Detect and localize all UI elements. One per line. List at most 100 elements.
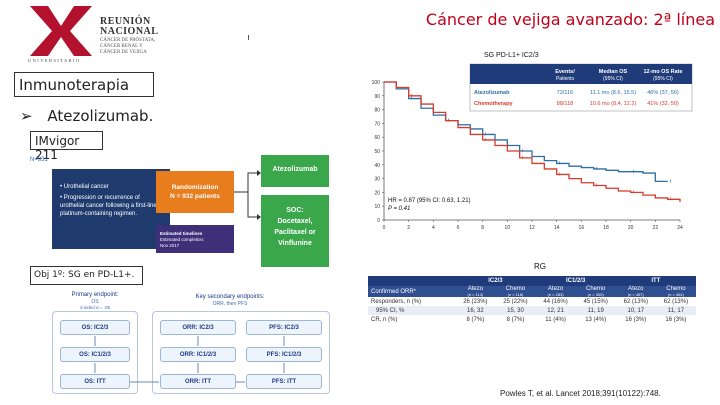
x-tick-label: 4 bbox=[432, 225, 435, 231]
column-header: Chemo (n = 461) bbox=[655, 286, 696, 297]
bullet-atezolizumab: ➢ Atezolizumab. bbox=[20, 107, 153, 125]
objective-box: Obj 1º: SG en PD-L1+. bbox=[30, 266, 143, 285]
endpoint-os-ic23: OS: IC2/3 bbox=[60, 320, 130, 335]
trial-name-box: IMvigor 211 bbox=[30, 131, 103, 162]
legend-header: 12-mo OS Rate bbox=[643, 69, 682, 75]
bullet-text: Atezolizumab. bbox=[47, 107, 154, 125]
x-tick-label: 8 bbox=[481, 225, 484, 231]
table-row: Responders, n (%) 26 (23%) 25 (22%) 44 (1… bbox=[371, 298, 689, 305]
logo-subtitle: CÁNCER DE PRÓSTATA, CÁNCER RENAL Y CÁNCE… bbox=[100, 38, 156, 55]
primary-endpoint-heading: Primary endpoint: bbox=[71, 292, 119, 298]
primary-endpoint-name: OS bbox=[91, 299, 99, 305]
section-label-box: Inmunoterapia bbox=[14, 72, 154, 97]
group-header: IC2/3 bbox=[455, 276, 536, 286]
table-corner bbox=[368, 276, 456, 286]
x-tick-label: 2 bbox=[407, 225, 410, 231]
legend-header: Events/ bbox=[555, 69, 575, 75]
logo-title: REUNIÓN NACIONAL bbox=[100, 16, 159, 37]
logo-caption: UNIVERSITARIO bbox=[28, 58, 81, 63]
y-tick-label: 80 bbox=[374, 108, 380, 114]
x-tick-label: 18 bbox=[603, 225, 609, 231]
y-tick-label: 90 bbox=[374, 94, 380, 100]
criteria-item: • Progression or recurrence of urothelia… bbox=[60, 195, 157, 217]
logo-x-mark bbox=[30, 6, 92, 56]
y-tick-label: 10 bbox=[374, 204, 380, 210]
response-table-label: RG bbox=[534, 262, 546, 271]
arm-atezolizumab-box: Atezolizumab bbox=[261, 155, 329, 187]
legend-header: (95% CI) bbox=[653, 76, 673, 82]
x-tick-label: 6 bbox=[457, 225, 460, 231]
series-line-chemotherapy bbox=[384, 81, 681, 203]
criteria-item: • Urothelial cancer bbox=[60, 184, 109, 190]
column-header: Chemo (n = 116) bbox=[495, 286, 536, 297]
km-chart-label: SG PD-L1+ IC2/3 bbox=[484, 52, 539, 59]
legend-events: 72/116 bbox=[557, 90, 573, 96]
legend-header-bg bbox=[470, 64, 692, 84]
legend-events: 88/118 bbox=[557, 101, 573, 107]
endpoint-bracket bbox=[52, 311, 138, 394]
arrow-bullet-icon: ➢ bbox=[20, 107, 33, 125]
endpoint-pfs-ic123: PFS: IC1/2/3 bbox=[246, 347, 322, 362]
response-table: IC2/3 IC1/2/3 ITT Confirmed ORR* Atezo (n… bbox=[368, 276, 696, 344]
endpoint-arrows bbox=[94, 336, 285, 383]
group-header: ITT bbox=[615, 276, 696, 286]
legend-median: 10.6 mo (8.4, 12.2) bbox=[590, 101, 637, 107]
endpoint-os-ic123: OS: IC1/2/3 bbox=[60, 347, 130, 362]
legend-header: Median OS bbox=[599, 69, 628, 75]
legend-arm: Atezolizumab bbox=[474, 90, 510, 96]
column-header: Atezo (n = 113) bbox=[455, 286, 496, 297]
x-tick-label: 24 bbox=[677, 225, 683, 231]
endpoint-orr-itt: ORR: ITT bbox=[160, 374, 236, 389]
table-row: CR, n (%) 8 (7%) 8 (7%) 11 (4%) 13 (4%) 16… bbox=[371, 316, 687, 323]
timelines-box: Estimated timelines Estimated completion… bbox=[156, 225, 234, 253]
arm-soc-box: SOC: Docetaxel, Paclitaxel or Vinflunine bbox=[261, 195, 329, 267]
endpoint-pfs-ic23: PFS: IC2/3 bbox=[246, 320, 322, 335]
secondary-endpoint-heading: Key secondary endpoints: bbox=[195, 294, 265, 300]
y-tick-label: 60 bbox=[374, 135, 380, 141]
endpoint-orr-ic23: ORR: IC2/3 bbox=[160, 320, 236, 335]
legend-median: 11.1 mo (8.6, 15.5) bbox=[590, 90, 636, 96]
hazard-ratio-text: HR = 0.87 (95% CI: 0.63, 1.21) bbox=[388, 198, 471, 204]
x-tick-label: 20 bbox=[628, 225, 634, 231]
table-row: 95% CI, % 16, 32 15, 30 12, 21 11, 19 10, … bbox=[368, 306, 696, 315]
endpoint-bracket bbox=[152, 311, 330, 394]
y-tick-label: 70 bbox=[374, 121, 380, 127]
y-tick-label: 20 bbox=[374, 190, 380, 196]
y-tick-label: 50 bbox=[374, 149, 380, 155]
x-tick-label: 10 bbox=[505, 225, 511, 231]
legend-header: (95% CI) bbox=[603, 76, 623, 82]
endpoint-os-itt: OS: ITT bbox=[60, 374, 130, 389]
slide-title: Cáncer de vejiga avanzado: 2ª línea bbox=[425, 10, 715, 29]
citation: Powles T, et al. Lancet 2018;391(10122):… bbox=[500, 389, 661, 398]
divider-tick bbox=[248, 35, 249, 40]
y-tick-label: 30 bbox=[374, 177, 380, 183]
endpoint-orr-ic123: ORR: IC1/2/3 bbox=[160, 347, 236, 362]
x-tick-label: 22 bbox=[653, 225, 659, 231]
legend-header: Patients bbox=[556, 76, 575, 82]
endpoints-diagram: Primary endpoint: OS 2-sided α = .05 Key… bbox=[40, 292, 330, 400]
column-header: Chemo (n = 300) bbox=[575, 286, 616, 297]
randomization-box: Randomization N = 932 patients bbox=[156, 171, 234, 213]
x-tick-label: 12 bbox=[529, 225, 535, 231]
column-header: Atezo (n = 283) bbox=[535, 286, 576, 297]
legend-arm: Chemotherapy bbox=[474, 101, 513, 107]
x-tick-label: 16 bbox=[579, 225, 585, 231]
column-header: Atezo (n = 467) bbox=[615, 286, 656, 297]
x-tick-label: 14 bbox=[554, 225, 560, 231]
group-header: IC1/2/3 bbox=[535, 276, 616, 286]
primary-endpoint-alpha: 2-sided α = .05 bbox=[80, 305, 110, 310]
x-tick-label: 0 bbox=[383, 225, 386, 231]
endpoint-pfs-itt: PFS: ITT bbox=[246, 374, 322, 389]
randomization-arrows bbox=[234, 170, 261, 220]
p-value-text: P = 0.41 bbox=[388, 206, 410, 212]
study-design-diagram: • Urothelial cancer • Progression or rec… bbox=[30, 155, 330, 275]
table-header-first: Confirmed ORR* bbox=[368, 286, 456, 297]
secondary-endpoint-names: ORR, then PFS bbox=[212, 301, 248, 307]
patient-count-label: N=931 bbox=[30, 157, 48, 163]
y-tick-label: 100 bbox=[372, 80, 381, 86]
legend-rate: 46% (37, 56) bbox=[647, 90, 679, 96]
eligibility-panel: • Urothelial cancer • Progression or rec… bbox=[52, 169, 170, 249]
y-tick-label: 0 bbox=[377, 218, 380, 224]
legend-rate: 41% (32, 50) bbox=[647, 101, 679, 107]
